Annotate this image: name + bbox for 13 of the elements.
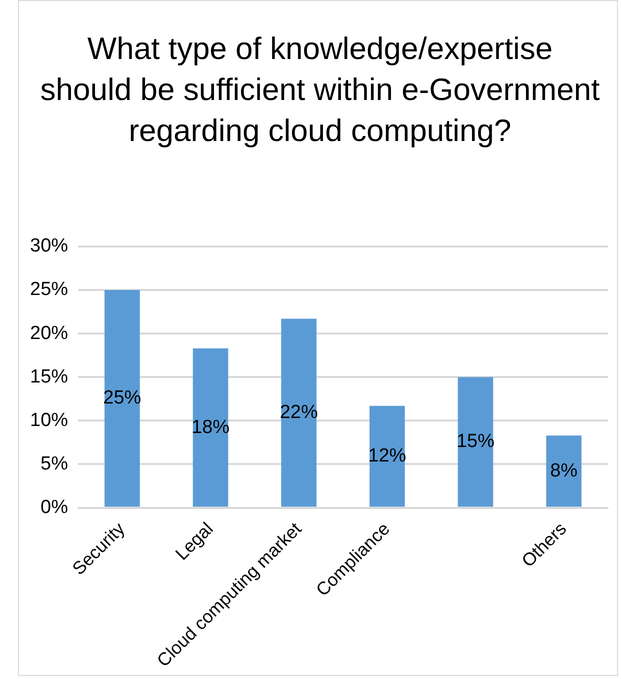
bar [546, 435, 582, 507]
y-tick-label: 0% [40, 497, 68, 518]
bar [281, 318, 317, 507]
y-tick-label: 20% [30, 322, 68, 344]
data-label: 8% [550, 460, 578, 482]
y-tick-label: 15% [30, 366, 68, 388]
y-tick-label: 25% [30, 279, 68, 300]
bar [192, 348, 228, 507]
y-tick-label: 5% [40, 453, 68, 474]
bar [104, 290, 140, 507]
chart-title: What type of knowledge/expertise should be sufficient within e-Government regarding cloud computing? [40, 30, 600, 150]
y-tick-label: 30% [30, 236, 68, 257]
y-tick-label: 10% [30, 410, 68, 431]
